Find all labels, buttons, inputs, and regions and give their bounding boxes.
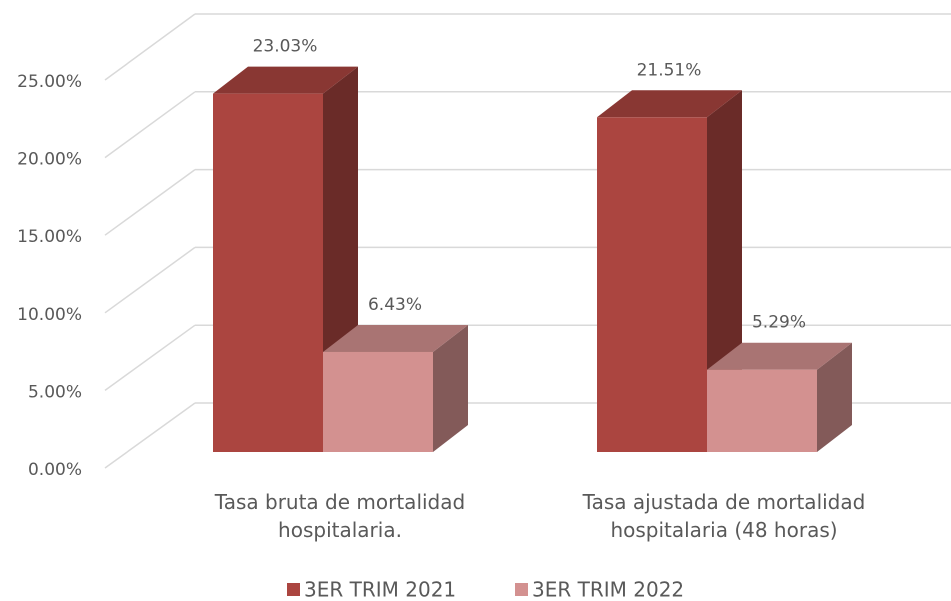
bar-side	[433, 324, 468, 452]
bar-side	[817, 342, 852, 452]
x-tick-label: Tasa ajustada de mortalidad hospitalaria…	[582, 490, 866, 542]
bar-top	[323, 324, 468, 352]
y-tick-label: 25.00%	[17, 72, 82, 92]
grid-line-floor	[104, 246, 196, 314]
data-label: 21.51%	[637, 60, 702, 80]
bar-top	[213, 66, 358, 94]
y-tick-label: 20.00%	[17, 150, 82, 170]
legend-swatch	[287, 583, 300, 596]
grid-line-floor	[104, 324, 196, 392]
legend-swatch	[515, 583, 528, 596]
bar-top	[597, 90, 742, 118]
grid-line-floor	[104, 13, 196, 81]
grid-line-floor	[104, 168, 196, 236]
legend-label: 3ER TRIM 2021	[304, 578, 456, 601]
data-label: 6.43%	[368, 295, 422, 315]
data-label: 23.03%	[253, 37, 318, 57]
bar-top	[707, 342, 852, 370]
y-tick-label: 15.00%	[17, 227, 82, 247]
grid-line-floor	[104, 91, 196, 159]
legend-label: 3ER TRIM 2022	[532, 578, 684, 601]
grid-line-floor	[104, 402, 196, 469]
y-tick-label: 5.00%	[28, 382, 82, 402]
bar	[597, 117, 707, 453]
bar	[707, 369, 817, 452]
data-label: 5.29%	[752, 313, 806, 333]
x-tick-label: Tasa bruta de mortalidad hospitalaria.	[214, 490, 466, 542]
bar	[323, 351, 433, 452]
y-tick-label: 10.00%	[17, 305, 82, 325]
y-tick-label: 0.00%	[28, 460, 82, 480]
bar	[213, 93, 323, 452]
